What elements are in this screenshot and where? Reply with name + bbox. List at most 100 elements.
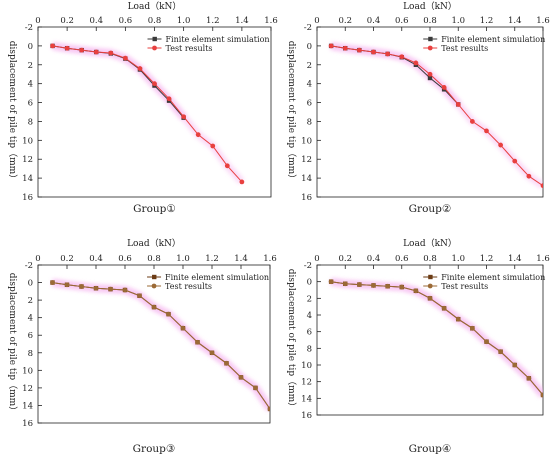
data-point [93, 285, 99, 291]
y-tick-label: 12 [22, 384, 33, 394]
series-line-2 [331, 281, 543, 396]
legend-label: Test results [166, 44, 213, 53]
x-tick-label: 0 [314, 16, 319, 26]
x-tick-label: 1.6 [536, 254, 550, 264]
y-tick-label: 14 [22, 401, 33, 411]
x-tick-label: 0.2 [338, 16, 352, 26]
data-point [224, 360, 229, 366]
y-tick-label: 10 [22, 366, 33, 376]
x-axis-label: Load（kN） [127, 238, 181, 249]
x-axis-label: Load（kN） [403, 238, 457, 249]
plot-area [328, 278, 543, 398]
data-point [455, 102, 461, 107]
data-point [399, 54, 405, 60]
data-point [166, 311, 171, 317]
y-tick-label: 14 [301, 174, 312, 184]
data-point [328, 279, 334, 285]
data-point [239, 179, 245, 185]
data-point [469, 119, 475, 124]
plot-area [50, 42, 245, 185]
legend-swatch-marker [152, 274, 157, 280]
panel-caption: Group③ [133, 443, 176, 455]
data-point [526, 173, 532, 179]
series-line-1 [52, 282, 270, 410]
y-tick-label: 8 [307, 117, 312, 127]
data-point [64, 282, 70, 288]
x-tick-label: 1.2 [480, 254, 494, 264]
x-tick-label: 0.6 [118, 254, 132, 264]
panel-caption: Group① [133, 203, 176, 215]
data-point [356, 47, 362, 53]
y-tick-label: 4 [307, 80, 312, 90]
y-tick-label: -2 [304, 261, 312, 271]
y-tick-label: -2 [304, 23, 312, 33]
x-tick-label: 0.8 [148, 16, 162, 26]
legend-swatch-marker [151, 283, 157, 289]
legend-label: Finite element simulation [441, 35, 545, 44]
x-tick-label: 1.2 [480, 16, 494, 26]
x-tick-label: 0.4 [367, 254, 381, 264]
plot-area [328, 42, 543, 189]
legend-label: Test results [165, 282, 212, 291]
y-tick-label: -2 [25, 23, 33, 33]
data-point [93, 49, 99, 55]
data-point [122, 55, 128, 61]
data-point [209, 350, 215, 356]
y-tick-label: 2 [28, 296, 33, 306]
legend-label: Finite element simulation [441, 273, 545, 282]
y-tick-label: 14 [301, 394, 312, 404]
y-tick-label: 12 [301, 155, 312, 165]
data-point [455, 316, 461, 322]
x-tick-label: 1.2 [205, 254, 219, 264]
data-point [540, 392, 543, 398]
data-point [166, 96, 172, 102]
x-tick-label: 0.6 [395, 16, 409, 26]
y-tick-label: 6 [28, 99, 33, 109]
x-tick-label: 0.6 [119, 16, 133, 26]
x-tick-label: 0.6 [395, 254, 409, 264]
x-tick-label: 0.2 [338, 254, 352, 264]
series-line-2 [331, 45, 543, 187]
data-point [50, 43, 55, 49]
data-point [371, 49, 376, 55]
y-tick-label: 12 [301, 378, 312, 388]
y-tick-label: 6 [307, 328, 312, 338]
y-tick-label: 4 [307, 311, 312, 321]
data-point [484, 339, 489, 345]
series-line-2 [52, 45, 243, 183]
data-point [385, 51, 391, 57]
y-tick-label: 12 [22, 155, 33, 165]
y-tick-label: 2 [28, 61, 33, 71]
legend-label: Test results [441, 44, 488, 53]
data-point [342, 45, 348, 51]
y-axis-label: displacement of pile tip（mm） [286, 269, 297, 411]
data-point [195, 132, 201, 138]
chart-panel-4: 0 0.2 0.4 0.6 0.8 1.0 1.2 1.4 1.6-20246810121416… [286, 238, 550, 455]
x-tick-label: 0 [35, 254, 40, 264]
data-point [371, 283, 376, 288]
y-tick-label: 8 [28, 349, 33, 359]
x-tick-label: 1.0 [177, 16, 191, 26]
data-point [413, 60, 419, 66]
data-point [484, 128, 489, 134]
y-axis-label: displacement of pile tip（mm） [7, 41, 18, 183]
y-tick-label: 10 [301, 361, 312, 371]
data-point [413, 288, 419, 294]
x-tick-label: 0.8 [147, 254, 161, 264]
chart-panel-3: 0 0.2 0.4 0.6 0.8 1.0 1.2 1.4 1.6-20246810121416… [7, 238, 277, 455]
legend-swatch-marker [428, 274, 433, 280]
legend-swatch-marker [152, 36, 157, 42]
data-point [79, 284, 84, 289]
series-glow [52, 42, 245, 185]
chart-panel-1: 0 0.2 0.4 0.6 0.8 1.0 1.2 1.4 1.6-20246810121416… [7, 1, 278, 215]
data-point [427, 75, 433, 81]
data-point [180, 325, 186, 331]
y-tick-label: 0 [28, 42, 33, 52]
legend-label: Test results [441, 282, 488, 291]
data-point [267, 406, 270, 412]
data-point [469, 325, 475, 331]
